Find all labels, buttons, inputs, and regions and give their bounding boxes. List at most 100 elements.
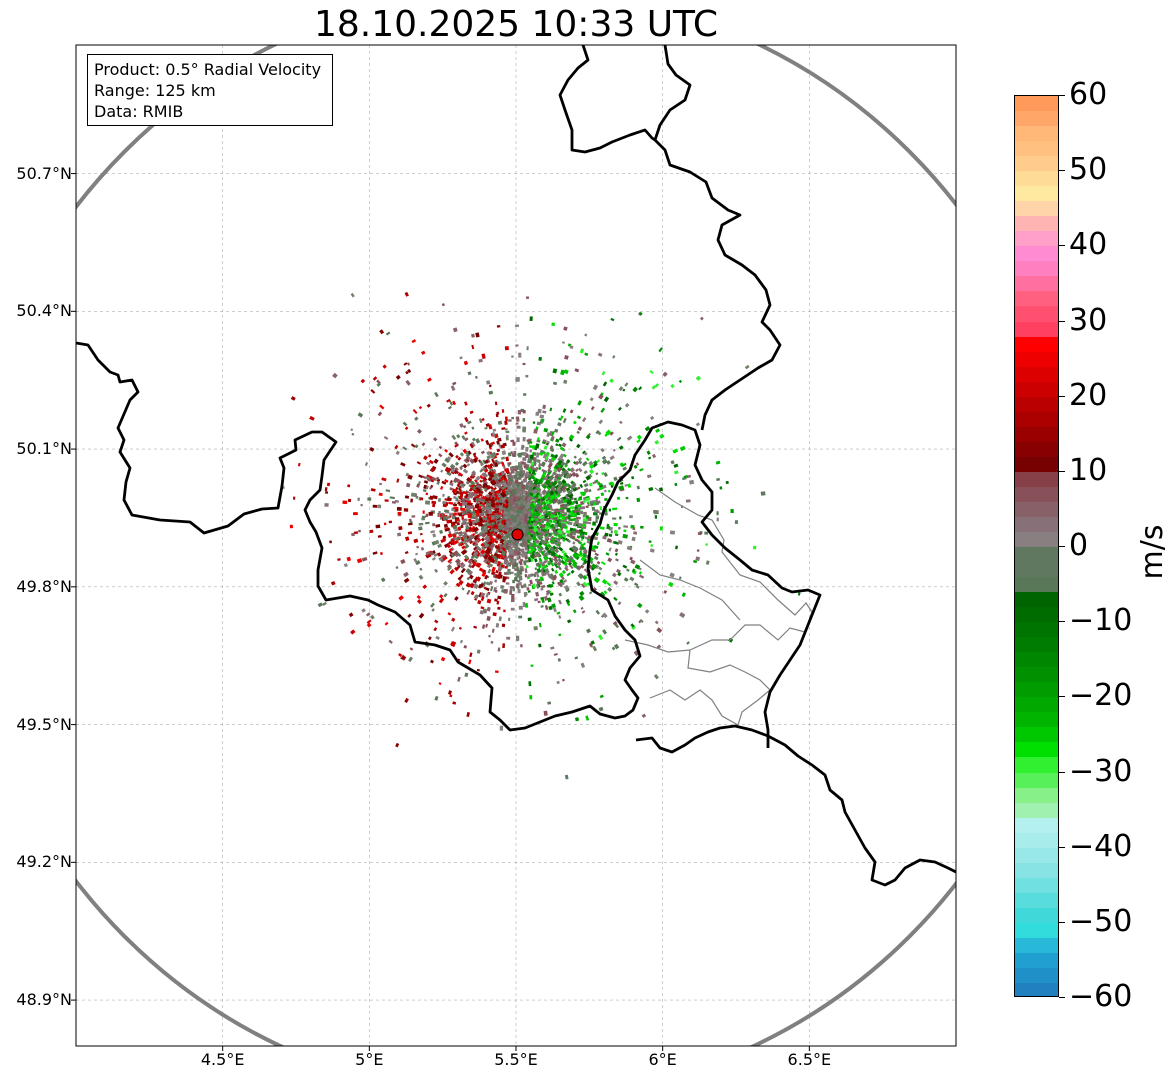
velocity-echo xyxy=(378,492,383,497)
velocity-echo xyxy=(372,376,378,381)
velocity-echo xyxy=(515,377,520,382)
velocity-echo xyxy=(451,400,457,406)
velocity-echo xyxy=(538,466,542,471)
velocity-echo xyxy=(632,386,638,393)
velocity-echo xyxy=(635,462,640,466)
velocity-echo xyxy=(451,434,457,441)
velocity-echo xyxy=(444,448,449,453)
velocity-echo xyxy=(649,548,655,553)
velocity-echo xyxy=(442,493,445,497)
velocity-echo xyxy=(633,531,638,535)
velocity-echo xyxy=(455,497,459,502)
velocity-echo xyxy=(700,316,704,321)
velocity-echo xyxy=(639,468,644,472)
colorbar-segment xyxy=(1015,712,1058,728)
velocity-echo xyxy=(532,536,537,542)
velocity-echo xyxy=(576,581,581,587)
velocity-echo xyxy=(597,571,601,576)
colorbar-segment xyxy=(1015,261,1058,277)
velocity-echo xyxy=(546,440,550,444)
velocity-echo xyxy=(572,541,576,545)
velocity-echo xyxy=(464,672,469,678)
colorbar-tick-label: 50 xyxy=(1069,152,1108,188)
velocity-echo xyxy=(491,554,497,559)
velocity-echo xyxy=(498,530,503,536)
velocity-echo xyxy=(430,530,435,534)
velocity-echo xyxy=(461,533,468,539)
velocity-echo xyxy=(560,559,566,565)
velocity-echo xyxy=(430,479,435,483)
velocity-echo xyxy=(466,463,471,467)
velocity-echo xyxy=(572,553,579,560)
velocity-echo xyxy=(494,539,499,544)
velocity-echo xyxy=(424,500,431,505)
velocity-echo xyxy=(456,521,460,526)
velocity-echo xyxy=(483,586,487,590)
velocity-echo xyxy=(602,535,607,540)
velocity-echo xyxy=(619,516,622,520)
velocity-echo xyxy=(545,492,550,497)
velocity-echo xyxy=(571,513,575,517)
velocity-echo xyxy=(495,569,499,574)
velocity-echo xyxy=(471,437,476,442)
colorbar-segment xyxy=(1015,727,1058,743)
velocity-echo xyxy=(550,550,557,557)
velocity-echo xyxy=(486,485,492,490)
velocity-echo xyxy=(544,479,551,486)
velocity-echo xyxy=(605,552,610,556)
velocity-echo xyxy=(499,504,503,508)
velocity-echo xyxy=(418,526,423,531)
x-tick-label: 5.5°E xyxy=(494,1050,538,1069)
velocity-echo xyxy=(601,578,608,585)
velocity-echo xyxy=(562,453,567,458)
velocity-echo xyxy=(654,515,657,519)
velocity-echo xyxy=(577,457,583,462)
velocity-echo xyxy=(638,620,642,624)
velocity-echo xyxy=(560,369,565,376)
velocity-echo xyxy=(538,509,543,513)
velocity-echo xyxy=(734,520,738,525)
y-tick-label: 49.5°N xyxy=(16,714,72,734)
velocity-echo xyxy=(407,522,413,526)
velocity-echo xyxy=(452,521,458,525)
velocity-echo xyxy=(549,495,555,501)
velocity-echo xyxy=(535,443,540,449)
velocity-echo xyxy=(444,467,449,472)
velocity-echo xyxy=(484,574,489,580)
velocity-echo xyxy=(538,541,543,547)
velocity-echo xyxy=(610,530,613,534)
velocity-echo xyxy=(619,420,623,425)
velocity-echo xyxy=(395,374,401,380)
velocity-echo xyxy=(456,434,461,439)
velocity-echo xyxy=(476,512,480,516)
velocity-echo xyxy=(516,556,519,561)
velocity-echo xyxy=(549,546,555,552)
velocity-echo xyxy=(462,490,468,495)
velocity-echo xyxy=(428,459,434,465)
velocity-echo xyxy=(602,381,608,387)
velocity-echo xyxy=(424,521,430,525)
velocity-echo xyxy=(525,533,530,539)
velocity-echo xyxy=(482,506,488,511)
velocity-echo xyxy=(494,462,499,468)
velocity-echo xyxy=(561,442,567,448)
velocity-echo xyxy=(494,670,499,673)
velocity-echo xyxy=(543,445,548,450)
colorbar-segment xyxy=(1015,907,1058,924)
velocity-echo xyxy=(437,543,443,549)
velocity-echo xyxy=(501,450,507,456)
velocity-echo xyxy=(545,589,551,595)
velocity-echo xyxy=(426,403,431,408)
velocity-echo xyxy=(518,462,522,466)
velocity-echo xyxy=(504,428,508,431)
velocity-echo xyxy=(490,498,496,504)
velocity-echo xyxy=(552,520,557,524)
velocity-echo xyxy=(485,581,491,586)
velocity-echo xyxy=(744,364,750,370)
velocity-echo xyxy=(453,506,457,510)
colorbar-segment xyxy=(1015,276,1058,292)
velocity-echo xyxy=(595,510,600,514)
velocity-echo xyxy=(504,420,508,425)
velocity-echo xyxy=(496,510,499,514)
velocity-echo xyxy=(481,418,485,421)
